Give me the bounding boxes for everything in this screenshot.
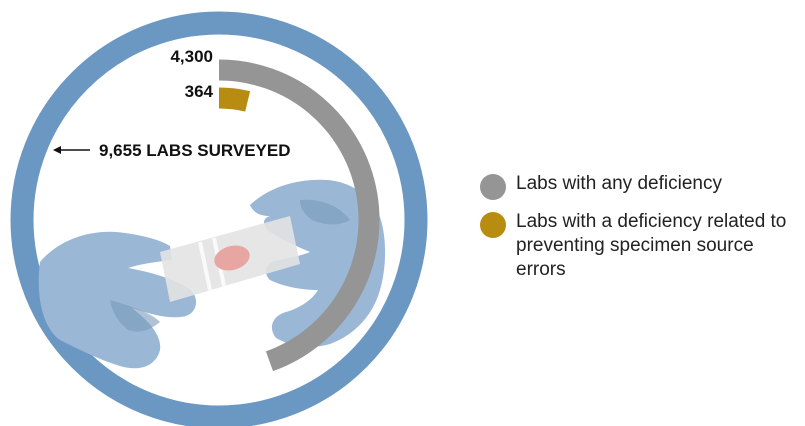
specimen-error-value-label: 364	[185, 82, 214, 101]
legend-swatch-gold	[480, 212, 506, 238]
any-deficiency-bar	[218, 59, 380, 372]
gloved-hands-illustration	[38, 179, 386, 369]
radial-bars	[218, 59, 380, 372]
legend-item-specimen-errors: Labs with a deficiency related to preven…	[480, 210, 800, 282]
any-deficiency-value-label: 4,300	[170, 47, 213, 66]
surveyed-ring	[10, 11, 428, 426]
legend-item-any-deficiency: Labs with any deficiency	[480, 172, 800, 200]
total-surveyed-label: 9,655 LABS SURVEYED	[99, 141, 290, 160]
legend-swatch-gray	[480, 174, 506, 200]
specimen-error-bar	[218, 87, 251, 112]
legend-label: Labs with any deficiency	[516, 173, 722, 194]
legend-label: Labs with a deficiency related to preven…	[516, 211, 787, 280]
legend: Labs with any deficiency Labs with a def…	[480, 172, 800, 296]
total-annotation-arrow	[53, 146, 90, 154]
